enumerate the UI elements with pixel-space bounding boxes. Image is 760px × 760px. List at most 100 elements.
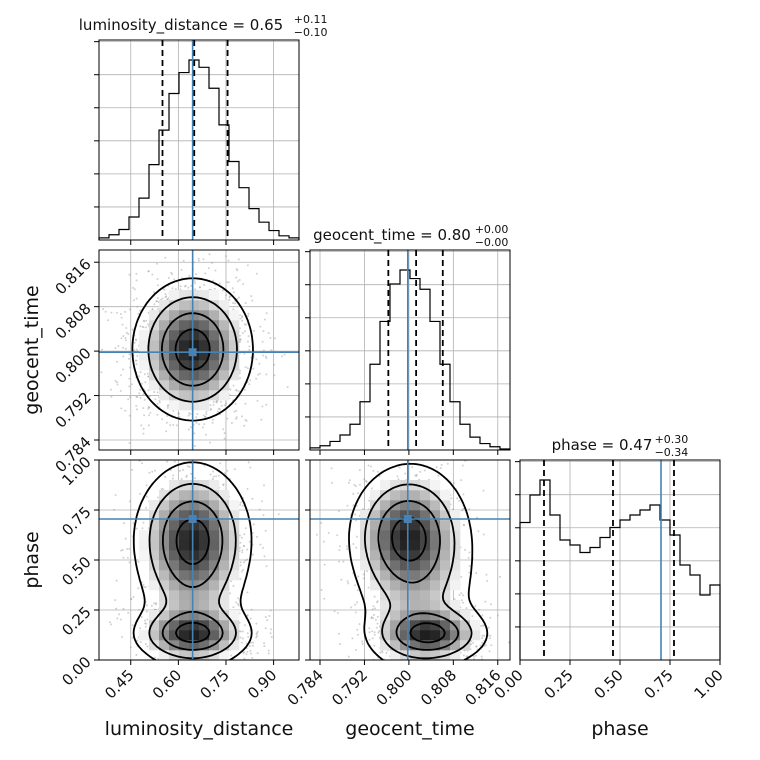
panel-content (99, 460, 299, 660)
scatter-point (132, 522, 135, 524)
density-cell (400, 620, 411, 631)
scatter-point (167, 404, 170, 407)
scatter-point (232, 606, 235, 609)
scatter-point (368, 627, 371, 630)
density-cell (199, 380, 210, 391)
scatter-point (337, 632, 340, 635)
density-cell (189, 630, 200, 641)
scatter-point (237, 597, 240, 600)
density-cell (189, 340, 200, 351)
scatter-point (283, 353, 286, 356)
scatter-point (244, 402, 247, 405)
scatter-point (488, 650, 491, 653)
scatter-point (124, 310, 126, 313)
density-cell (410, 650, 421, 660)
scatter-point (142, 326, 145, 329)
density-cell (189, 490, 200, 501)
scatter-point (250, 295, 253, 298)
density-cell (199, 570, 210, 581)
scatter-point (122, 556, 125, 559)
density-cell (229, 610, 240, 621)
density-cell (410, 530, 421, 541)
scatter-point (163, 288, 166, 291)
density-cell (179, 530, 190, 541)
scatter-point (377, 631, 380, 634)
scatter-point (468, 571, 471, 574)
scatter-point (205, 413, 208, 415)
scatter-point (255, 358, 258, 361)
scatter-point (339, 643, 342, 646)
scatter-point (116, 311, 118, 314)
scatter-point (171, 477, 174, 480)
density-cell (209, 580, 220, 591)
scatter-point (142, 393, 145, 396)
density-cell (410, 560, 421, 571)
scatter-point (216, 410, 219, 413)
scatter-point (256, 535, 258, 538)
density-cell (149, 630, 160, 641)
density-cell (450, 560, 461, 571)
scatter-point (270, 349, 273, 352)
scatter-point (237, 604, 240, 607)
scatter-point (231, 287, 234, 290)
density-cell (179, 590, 190, 601)
scatter-point (246, 548, 249, 551)
scatter-point (196, 413, 199, 415)
scatter-point (414, 474, 417, 477)
contour-line (175, 518, 211, 644)
scatter-point (246, 264, 249, 267)
scatter-point (376, 601, 378, 604)
scatter-point (260, 418, 263, 421)
scatter-point (362, 573, 365, 576)
density-cell (159, 520, 170, 531)
density-cell (199, 580, 210, 591)
density-cell (189, 570, 200, 581)
density-cell (209, 380, 220, 391)
scatter-point (215, 401, 218, 404)
density-cell (169, 620, 180, 631)
contour-line (147, 296, 238, 403)
density-cell (149, 560, 160, 571)
panel-frame (98, 39, 300, 241)
density-cell (410, 600, 421, 611)
scatter-point (209, 408, 212, 411)
scatter-point (161, 297, 164, 300)
scatter-point (248, 645, 251, 647)
density-cell (189, 520, 200, 531)
scatter-point (229, 388, 232, 391)
scatter-point (347, 481, 350, 484)
density-cell (209, 540, 220, 551)
scatter-point (120, 549, 123, 552)
density-cell (219, 320, 230, 331)
density-cell (179, 560, 190, 571)
scatter-point (374, 618, 377, 621)
density-cell (209, 520, 220, 531)
density-cell (169, 640, 180, 651)
scatter-point (338, 545, 341, 548)
density-cell (209, 510, 220, 521)
scatter-point (138, 392, 141, 395)
scatter-point (135, 339, 138, 342)
density-cell (199, 530, 210, 541)
scatter-point (114, 599, 117, 602)
scatter-point (137, 608, 140, 611)
density-cell (189, 600, 200, 611)
scatter-point (215, 475, 218, 478)
scatter-point (376, 622, 379, 625)
scatter-point (264, 529, 267, 532)
density-cell (149, 350, 160, 361)
scatter-point (147, 375, 150, 378)
scatter-point (374, 607, 376, 610)
scatter-point (144, 625, 147, 628)
scatter-point (263, 484, 265, 487)
density-cell (229, 570, 240, 581)
scatter-point (239, 338, 242, 341)
scatter-point (169, 469, 172, 472)
density-cell (189, 370, 200, 381)
scatter-point (130, 598, 133, 601)
scatter-point (255, 632, 258, 635)
density-cell (169, 390, 180, 401)
density-cell (189, 560, 200, 571)
scatter-point (265, 403, 268, 406)
